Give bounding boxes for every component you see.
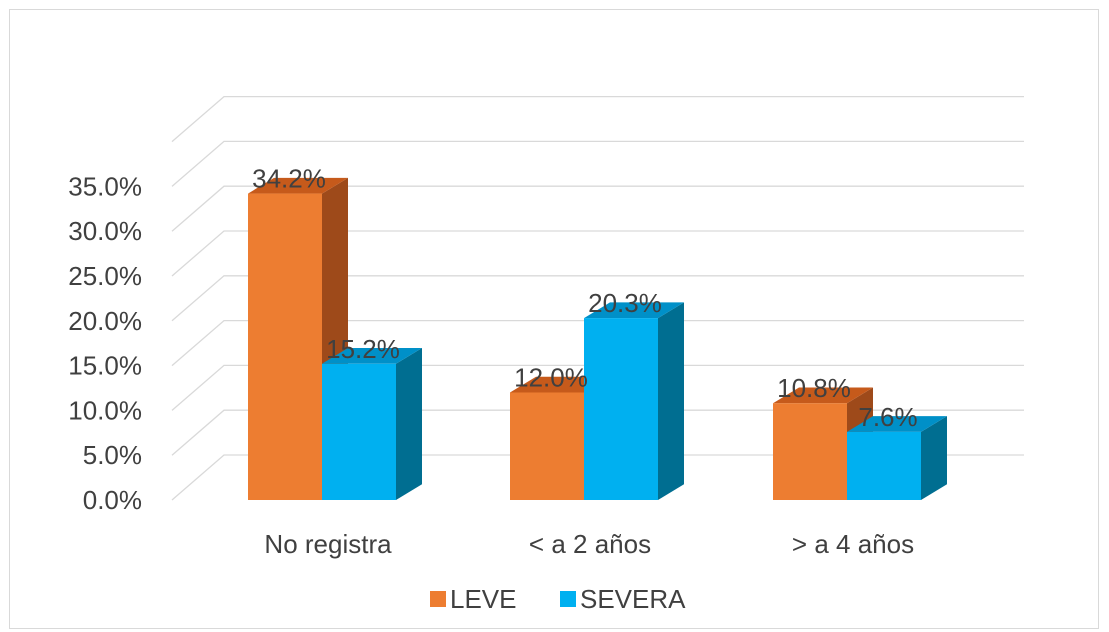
data-label-leve: 10.8% bbox=[777, 373, 851, 403]
bar-top bbox=[584, 302, 684, 319]
data-label-severa: 20.3% bbox=[588, 288, 662, 318]
legend: LEVE SEVERA bbox=[430, 584, 686, 614]
bar-side bbox=[921, 416, 947, 500]
category-label: < a 2 años bbox=[529, 529, 651, 559]
data-label-leve: 34.2% bbox=[252, 164, 326, 194]
y-tick-label: 15.0% bbox=[68, 351, 142, 381]
x-axis-categories: No registra < a 2 años > a 4 años bbox=[264, 529, 914, 559]
bar-side bbox=[658, 302, 684, 500]
data-label-leve: 12.0% bbox=[514, 362, 588, 392]
gridline bbox=[171, 185, 1024, 232]
bar-top bbox=[773, 387, 873, 404]
y-tick-label: 30.0% bbox=[68, 216, 142, 246]
bar-severa-2 bbox=[847, 416, 947, 500]
gridline bbox=[171, 364, 1024, 411]
legend-swatch-leve bbox=[430, 591, 446, 607]
y-axis-ticks: 0.0% 5.0% 10.0% 15.0% 20.0% 25.0% 30.0% 35.0% bbox=[68, 171, 142, 515]
y-tick-label: 0.0% bbox=[83, 485, 142, 515]
bar-top bbox=[847, 416, 947, 432]
category-label: > a 4 años bbox=[792, 529, 914, 559]
bar-front bbox=[773, 403, 847, 500]
bar-severa-0 bbox=[322, 348, 422, 500]
legend-swatch-severa bbox=[560, 591, 576, 607]
data-label-severa: 15.2% bbox=[326, 334, 400, 364]
bars bbox=[248, 177, 947, 500]
legend-label-leve: LEVE bbox=[450, 584, 517, 614]
grid-layer bbox=[171, 95, 1024, 501]
bar-top bbox=[322, 348, 422, 364]
bar-front bbox=[584, 318, 658, 500]
bar-top bbox=[248, 177, 348, 194]
bar-side bbox=[396, 348, 422, 500]
gridline bbox=[171, 95, 1024, 143]
y-tick-label: 20.0% bbox=[68, 306, 142, 336]
bar-front bbox=[248, 193, 322, 500]
gridline bbox=[171, 454, 1024, 501]
legend-label-severa: SEVERA bbox=[580, 584, 686, 614]
chart-frame bbox=[9, 9, 1099, 629]
bar-front bbox=[510, 392, 584, 500]
gridline bbox=[171, 409, 1024, 456]
bar-front bbox=[322, 363, 396, 500]
y-tick-label: 10.0% bbox=[68, 395, 142, 425]
gridline bbox=[171, 140, 1024, 187]
data-label-severa: 7.6% bbox=[858, 402, 917, 432]
y-tick-label: 25.0% bbox=[68, 261, 142, 291]
gridline bbox=[171, 275, 1024, 322]
y-tick-label: 5.0% bbox=[83, 440, 142, 470]
gridline bbox=[171, 319, 1024, 367]
y-tick-label: 35.0% bbox=[68, 171, 142, 201]
data-labels: 34.2% 15.2% 12.0% 20.3% 10.8%7.6% bbox=[252, 164, 918, 432]
gridline bbox=[171, 230, 1024, 277]
bar-front bbox=[847, 431, 921, 500]
bar-severa-1 bbox=[584, 302, 684, 500]
category-label: No registra bbox=[264, 529, 392, 559]
